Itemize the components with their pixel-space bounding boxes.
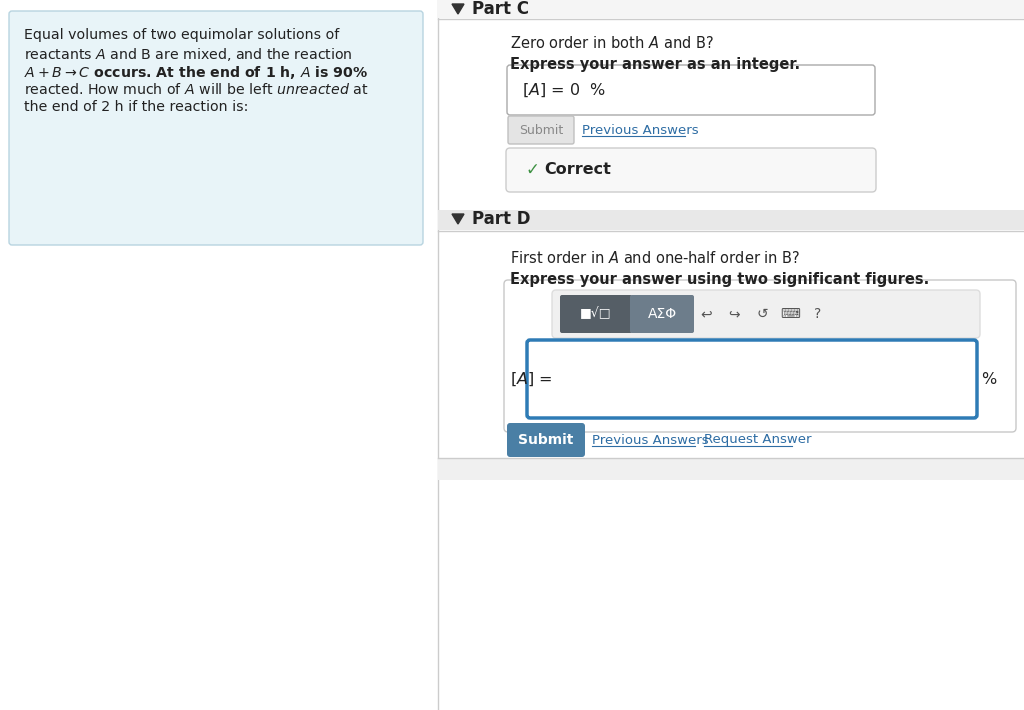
Text: ↺: ↺: [756, 307, 768, 321]
Text: Submit: Submit: [518, 433, 573, 447]
FancyBboxPatch shape: [506, 148, 876, 192]
Text: $A+B\rightarrow C$ occurs. At the end of 1 h, $A$ is 90%: $A+B\rightarrow C$ occurs. At the end of…: [24, 64, 369, 81]
Text: reacted. How much of $A$ will be left $\it{unreacted}$ at: reacted. How much of $A$ will be left $\…: [24, 82, 369, 97]
FancyBboxPatch shape: [504, 280, 1016, 432]
FancyBboxPatch shape: [438, 0, 1024, 18]
FancyBboxPatch shape: [508, 116, 574, 144]
Text: Previous Answers: Previous Answers: [582, 124, 698, 136]
Text: $[A]$ = 0  %: $[A]$ = 0 %: [522, 82, 606, 99]
FancyBboxPatch shape: [438, 458, 1024, 480]
Text: First order in $A$ and one-half order in B?: First order in $A$ and one-half order in…: [510, 250, 801, 266]
Text: the end of 2 h if the reaction is:: the end of 2 h if the reaction is:: [24, 100, 249, 114]
Text: ↩: ↩: [700, 307, 712, 321]
Text: Equal volumes of two equimolar solutions of: Equal volumes of two equimolar solutions…: [24, 28, 339, 42]
Text: ■√□: ■√□: [581, 307, 611, 320]
Text: Correct: Correct: [544, 163, 611, 178]
Text: Previous Answers: Previous Answers: [592, 434, 709, 447]
Text: ✓: ✓: [526, 161, 540, 179]
Text: Request Answer: Request Answer: [705, 434, 811, 447]
FancyBboxPatch shape: [552, 290, 980, 338]
Polygon shape: [452, 4, 464, 14]
FancyBboxPatch shape: [507, 65, 874, 115]
Text: Zero order in both $A$ and B?: Zero order in both $A$ and B?: [510, 35, 714, 51]
Text: ΑΣΦ: ΑΣΦ: [647, 307, 677, 321]
Text: Part D: Part D: [472, 210, 530, 228]
Text: Express your answer using two significant figures.: Express your answer using two significan…: [510, 272, 929, 287]
Text: %: %: [981, 371, 996, 386]
FancyBboxPatch shape: [507, 423, 585, 457]
Text: $[A]$ =: $[A]$ =: [510, 371, 552, 388]
FancyBboxPatch shape: [630, 295, 694, 333]
Polygon shape: [452, 214, 464, 224]
Text: ⌨: ⌨: [780, 307, 800, 321]
FancyBboxPatch shape: [527, 340, 977, 418]
FancyBboxPatch shape: [560, 295, 632, 333]
Text: reactants $A$ and B are mixed, and the reaction: reactants $A$ and B are mixed, and the r…: [24, 46, 352, 63]
Text: Express your answer as an integer.: Express your answer as an integer.: [510, 57, 800, 72]
Text: ?: ?: [814, 307, 821, 321]
FancyBboxPatch shape: [438, 210, 1024, 230]
Text: ↪: ↪: [728, 307, 739, 321]
Text: Submit: Submit: [519, 124, 563, 136]
Text: Part C: Part C: [472, 0, 529, 18]
FancyBboxPatch shape: [9, 11, 423, 245]
